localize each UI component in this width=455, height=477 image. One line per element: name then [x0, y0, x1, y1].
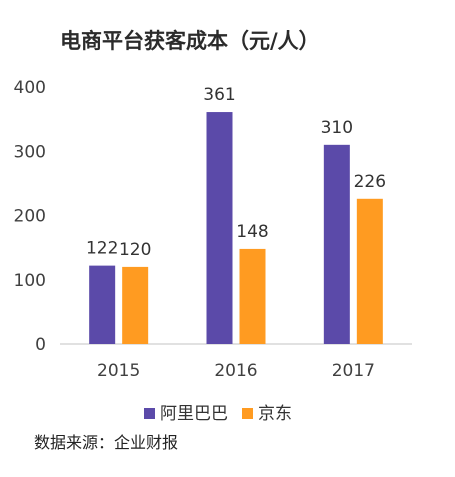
- bars-group: 122 120 361 148 310 226: [86, 85, 386, 345]
- y-tick-label: 400: [14, 78, 46, 98]
- bar-value-label: 226: [354, 172, 386, 192]
- x-tick-label: 2017: [332, 361, 375, 381]
- legend-swatch: [242, 408, 253, 419]
- bar-2016-京东: [239, 248, 266, 344]
- bar-2017-京东: [356, 198, 383, 344]
- y-axis: 0 100 200 300 400: [14, 78, 46, 355]
- legend: 阿里巴巴 京东: [144, 404, 292, 424]
- x-axis: 2015 2016 2017: [97, 361, 375, 381]
- bar-value-label: 122: [86, 239, 118, 259]
- bar-value-label: 120: [119, 240, 151, 260]
- x-tick-label: 2016: [214, 361, 257, 381]
- bar-value-label: 361: [203, 85, 235, 105]
- bar-2017-阿里巴巴: [323, 144, 350, 344]
- y-tick-label: 300: [14, 142, 46, 162]
- legend-label: 京东: [258, 404, 292, 424]
- bar-2015-阿里巴巴: [89, 265, 116, 344]
- legend-swatch: [144, 408, 155, 419]
- legend-label: 阿里巴巴: [160, 404, 228, 424]
- y-tick-label: 200: [14, 207, 46, 227]
- y-tick-label: 0: [35, 335, 46, 355]
- y-tick-label: 100: [14, 271, 46, 291]
- bar-2016-阿里巴巴: [206, 112, 233, 345]
- source-note: 数据来源：企业财报: [34, 433, 178, 452]
- bar-value-label: 148: [236, 222, 268, 242]
- chart-title: 电商平台获客成本（元/人）: [60, 29, 320, 53]
- x-tick-label: 2015: [97, 361, 140, 381]
- bar-value-label: 310: [321, 118, 353, 138]
- bar-2015-京东: [122, 266, 149, 344]
